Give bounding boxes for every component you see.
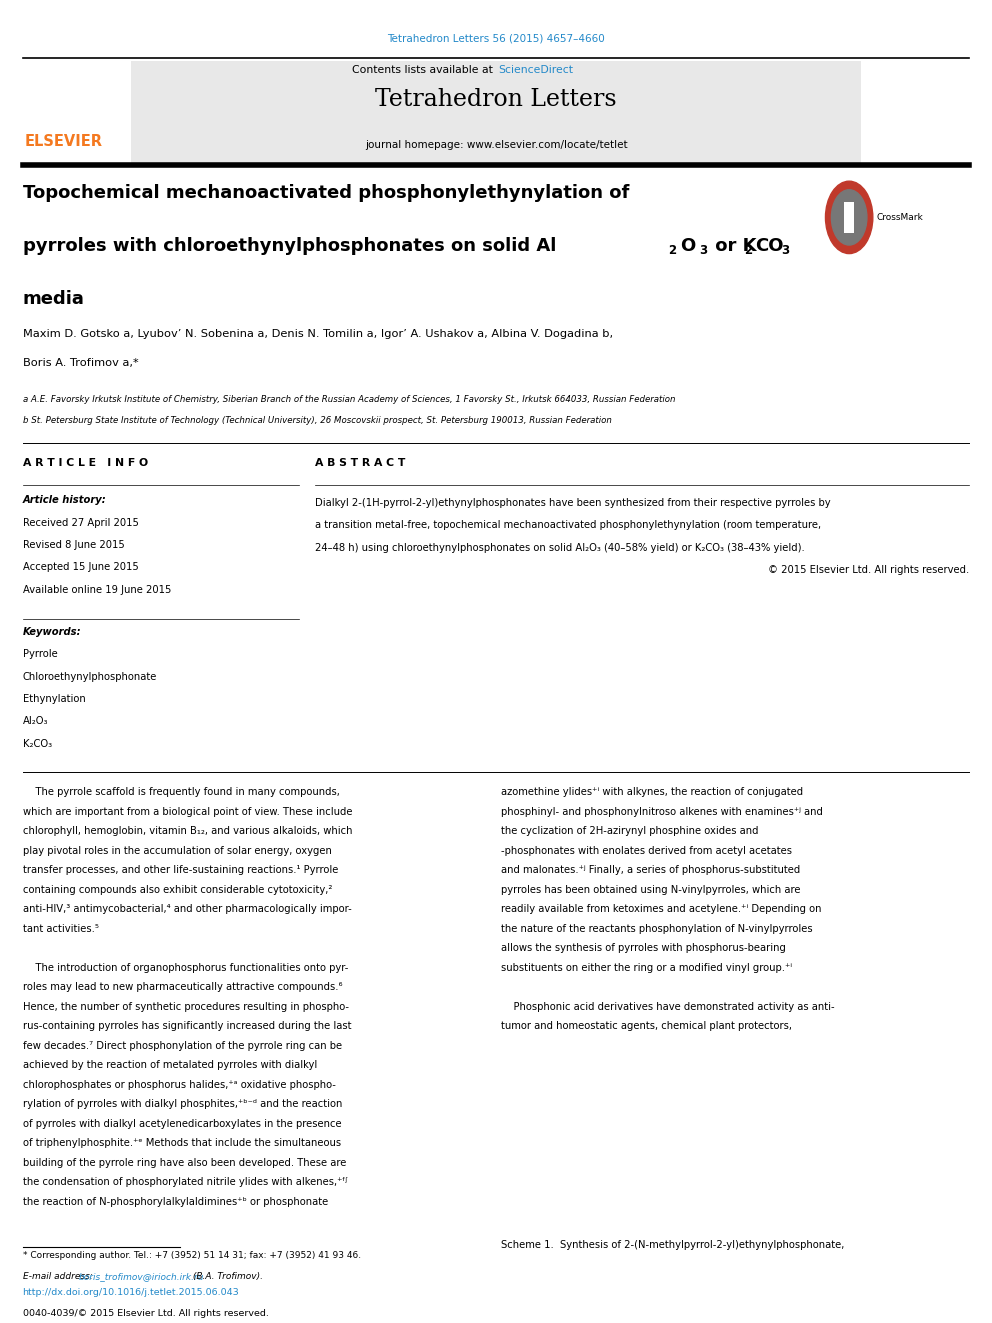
Text: CO: CO: [756, 237, 784, 255]
Text: Available online 19 June 2015: Available online 19 June 2015: [23, 585, 171, 595]
Text: CrossMark: CrossMark: [877, 213, 924, 222]
Text: chlorophyll, hemoglobin, vitamin B₁₂, and various alkaloids, which: chlorophyll, hemoglobin, vitamin B₁₂, an…: [23, 827, 352, 836]
Text: chlorophosphates or phosphorus halides,⁺ᵃ oxidative phospho-: chlorophosphates or phosphorus halides,⁺…: [23, 1080, 335, 1090]
Text: Revised 8 June 2015: Revised 8 June 2015: [23, 540, 124, 550]
Text: pyrroles has been obtained using N-vinylpyrroles, which are: pyrroles has been obtained using N-vinyl…: [501, 885, 801, 894]
Text: Hence, the number of synthetic procedures resulting in phospho-: Hence, the number of synthetic procedure…: [23, 1002, 348, 1012]
Text: Keywords:: Keywords:: [23, 627, 81, 636]
Text: 2: 2: [668, 243, 676, 257]
FancyBboxPatch shape: [131, 61, 861, 164]
Text: rylation of pyrroles with dialkyl phosphites,⁺ᵇ⁻ᵈ and the reaction: rylation of pyrroles with dialkyl phosph…: [23, 1099, 342, 1109]
Text: rus-containing pyrroles has significantly increased during the last: rus-containing pyrroles has significantl…: [23, 1021, 351, 1032]
Text: containing compounds also exhibit considerable cytotoxicity,²: containing compounds also exhibit consid…: [23, 885, 332, 894]
Text: Chloroethynylphosphonate: Chloroethynylphosphonate: [23, 672, 157, 681]
Text: of triphenylphosphite.⁺ᵉ Methods that include the simultaneous: of triphenylphosphite.⁺ᵉ Methods that in…: [23, 1138, 340, 1148]
Text: -phosphonates with enolates derived from acetyl acetates: -phosphonates with enolates derived from…: [501, 845, 792, 856]
Text: phosphinyl- and phosphonylnitroso alkenes with enamines⁺ʲ and: phosphinyl- and phosphonylnitroso alkene…: [501, 807, 822, 818]
Text: of pyrroles with dialkyl acetylenedicarboxylates in the presence: of pyrroles with dialkyl acetylenedicarb…: [23, 1119, 341, 1129]
Text: play pivotal roles in the accumulation of solar energy, oxygen: play pivotal roles in the accumulation o…: [23, 845, 331, 856]
Text: pyrroles with chloroethynylphosphonates on solid Al: pyrroles with chloroethynylphosphonates …: [23, 237, 556, 255]
Text: the reaction of N-phosphorylalkylaldimines⁺ᵇ or phosphonate: the reaction of N-phosphorylalkylaldimin…: [23, 1197, 327, 1207]
Text: b St. Petersburg State Institute of Technology (Technical University), 26 Moscov: b St. Petersburg State Institute of Tech…: [23, 417, 611, 425]
Text: Phosphonic acid derivatives have demonstrated activity as anti-: Phosphonic acid derivatives have demonst…: [501, 1002, 834, 1012]
Text: tant activities.⁵: tant activities.⁵: [23, 923, 98, 934]
Ellipse shape: [831, 189, 867, 245]
Text: a A.E. Favorsky Irkutsk Institute of Chemistry, Siberian Branch of the Russian A: a A.E. Favorsky Irkutsk Institute of Che…: [23, 396, 675, 404]
FancyBboxPatch shape: [844, 201, 854, 233]
Text: readily available from ketoximes and acetylene.⁺ⁱ Depending on: readily available from ketoximes and ace…: [501, 905, 821, 914]
Text: a transition metal-free, topochemical mechanoactivated phosphonylethynylation (r: a transition metal-free, topochemical me…: [315, 520, 821, 531]
Text: ELSEVIER: ELSEVIER: [25, 135, 102, 149]
Text: 3: 3: [699, 243, 707, 257]
Text: (B.A. Trofimov).: (B.A. Trofimov).: [190, 1271, 263, 1281]
Text: The introduction of organophosphorus functionalities onto pyr-: The introduction of organophosphorus fun…: [23, 963, 348, 972]
Text: few decades.⁷ Direct phosphonylation of the pyrrole ring can be: few decades.⁷ Direct phosphonylation of …: [23, 1041, 341, 1050]
Text: media: media: [23, 290, 84, 308]
Text: boris_trofimov@irioch.irk.ru: boris_trofimov@irioch.irk.ru: [78, 1271, 204, 1281]
Text: Topochemical mechanoactivated phosphonylethynylation of: Topochemical mechanoactivated phosphonyl…: [23, 184, 629, 202]
Text: azomethine ylides⁺ⁱ with alkynes, the reaction of conjugated: azomethine ylides⁺ⁱ with alkynes, the re…: [501, 787, 804, 798]
Text: A B S T R A C T: A B S T R A C T: [315, 458, 406, 468]
Text: © 2015 Elsevier Ltd. All rights reserved.: © 2015 Elsevier Ltd. All rights reserved…: [768, 565, 969, 576]
Text: Article history:: Article history:: [23, 495, 106, 505]
Text: Al₂O₃: Al₂O₃: [23, 716, 48, 726]
Text: E-mail address:: E-mail address:: [23, 1271, 95, 1281]
Text: transfer processes, and other life-sustaining reactions.¹ Pyrrole: transfer processes, and other life-susta…: [23, 865, 338, 876]
Text: K₂CO₃: K₂CO₃: [23, 738, 52, 749]
Text: Received 27 April 2015: Received 27 April 2015: [23, 517, 138, 528]
Text: Pyrrole: Pyrrole: [23, 650, 58, 659]
Text: the nature of the reactants phosphonylation of N-vinylpyrroles: the nature of the reactants phosphonylat…: [501, 923, 812, 934]
Text: or K: or K: [709, 237, 757, 255]
Text: 3: 3: [781, 243, 790, 257]
Text: Ethynylation: Ethynylation: [23, 695, 85, 704]
Text: Tetrahedron Letters: Tetrahedron Letters: [375, 89, 617, 111]
Text: 24–48 h) using chloroethynylphosphonates on solid Al₂O₃ (40–58% yield) or K₂CO₃ : 24–48 h) using chloroethynylphosphonates…: [315, 542, 806, 553]
Text: Boris A. Trofimov a,*: Boris A. Trofimov a,*: [23, 359, 138, 368]
Text: 0040-4039/© 2015 Elsevier Ltd. All rights reserved.: 0040-4039/© 2015 Elsevier Ltd. All right…: [23, 1308, 269, 1318]
Text: and malonates.⁺ʲ Finally, a series of phosphorus-substituted: and malonates.⁺ʲ Finally, a series of ph…: [501, 865, 801, 876]
Text: the cyclization of 2H-azirynyl phosphine oxides and: the cyclization of 2H-azirynyl phosphine…: [501, 827, 759, 836]
Text: roles may lead to new pharmaceutically attractive compounds.⁶: roles may lead to new pharmaceutically a…: [23, 982, 342, 992]
Text: O: O: [681, 237, 695, 255]
Text: The pyrrole scaffold is frequently found in many compounds,: The pyrrole scaffold is frequently found…: [23, 787, 339, 798]
Text: Contents lists available at: Contents lists available at: [351, 65, 496, 74]
Text: 2: 2: [745, 243, 753, 257]
Text: Accepted 15 June 2015: Accepted 15 June 2015: [23, 562, 138, 573]
Text: Maxim D. Gotsko a, Lyubov’ N. Sobenina a, Denis N. Tomilin a, Igor’ A. Ushakov a: Maxim D. Gotsko a, Lyubov’ N. Sobenina a…: [23, 329, 613, 339]
Text: ScienceDirect: ScienceDirect: [498, 65, 573, 74]
Text: anti-HIV,³ antimycobacterial,⁴ and other pharmacologically impor-: anti-HIV,³ antimycobacterial,⁴ and other…: [23, 905, 351, 914]
Text: Tetrahedron Letters 56 (2015) 4657–4660: Tetrahedron Letters 56 (2015) 4657–4660: [387, 33, 605, 44]
Ellipse shape: [825, 181, 873, 254]
Text: * Corresponding author. Tel.: +7 (3952) 51 14 31; fax: +7 (3952) 41 93 46.: * Corresponding author. Tel.: +7 (3952) …: [23, 1252, 361, 1259]
Text: A R T I C L E   I N F O: A R T I C L E I N F O: [23, 458, 148, 468]
Text: building of the pyrrole ring have also been developed. These are: building of the pyrrole ring have also b…: [23, 1158, 346, 1168]
Text: tumor and homeostatic agents, chemical plant protectors,: tumor and homeostatic agents, chemical p…: [501, 1021, 792, 1032]
Text: Scheme 1.  Synthesis of 2-(N-methylpyrrol-2-yl)ethynylphosphonate,: Scheme 1. Synthesis of 2-(N-methylpyrrol…: [501, 1241, 844, 1250]
Text: journal homepage: www.elsevier.com/locate/tetlet: journal homepage: www.elsevier.com/locat…: [365, 140, 627, 149]
Text: Dialkyl 2-(1H-pyrrol-2-yl)ethynylphosphonates have been synthesized from their r: Dialkyl 2-(1H-pyrrol-2-yl)ethynylphospho…: [315, 497, 831, 508]
Text: http://dx.doi.org/10.1016/j.tetlet.2015.06.043: http://dx.doi.org/10.1016/j.tetlet.2015.…: [23, 1287, 239, 1297]
Text: which are important from a biological point of view. These include: which are important from a biological po…: [23, 807, 352, 818]
Text: the condensation of phosphorylated nitrile ylides with alkenes,⁺ᶠᶴ: the condensation of phosphorylated nitri…: [23, 1177, 347, 1187]
Text: achieved by the reaction of metalated pyrroles with dialkyl: achieved by the reaction of metalated py…: [23, 1060, 316, 1070]
Text: allows the synthesis of pyrroles with phosphorus-bearing: allows the synthesis of pyrroles with ph…: [501, 943, 786, 954]
Text: substituents on either the ring or a modified vinyl group.⁺ⁱ: substituents on either the ring or a mod…: [501, 963, 792, 972]
